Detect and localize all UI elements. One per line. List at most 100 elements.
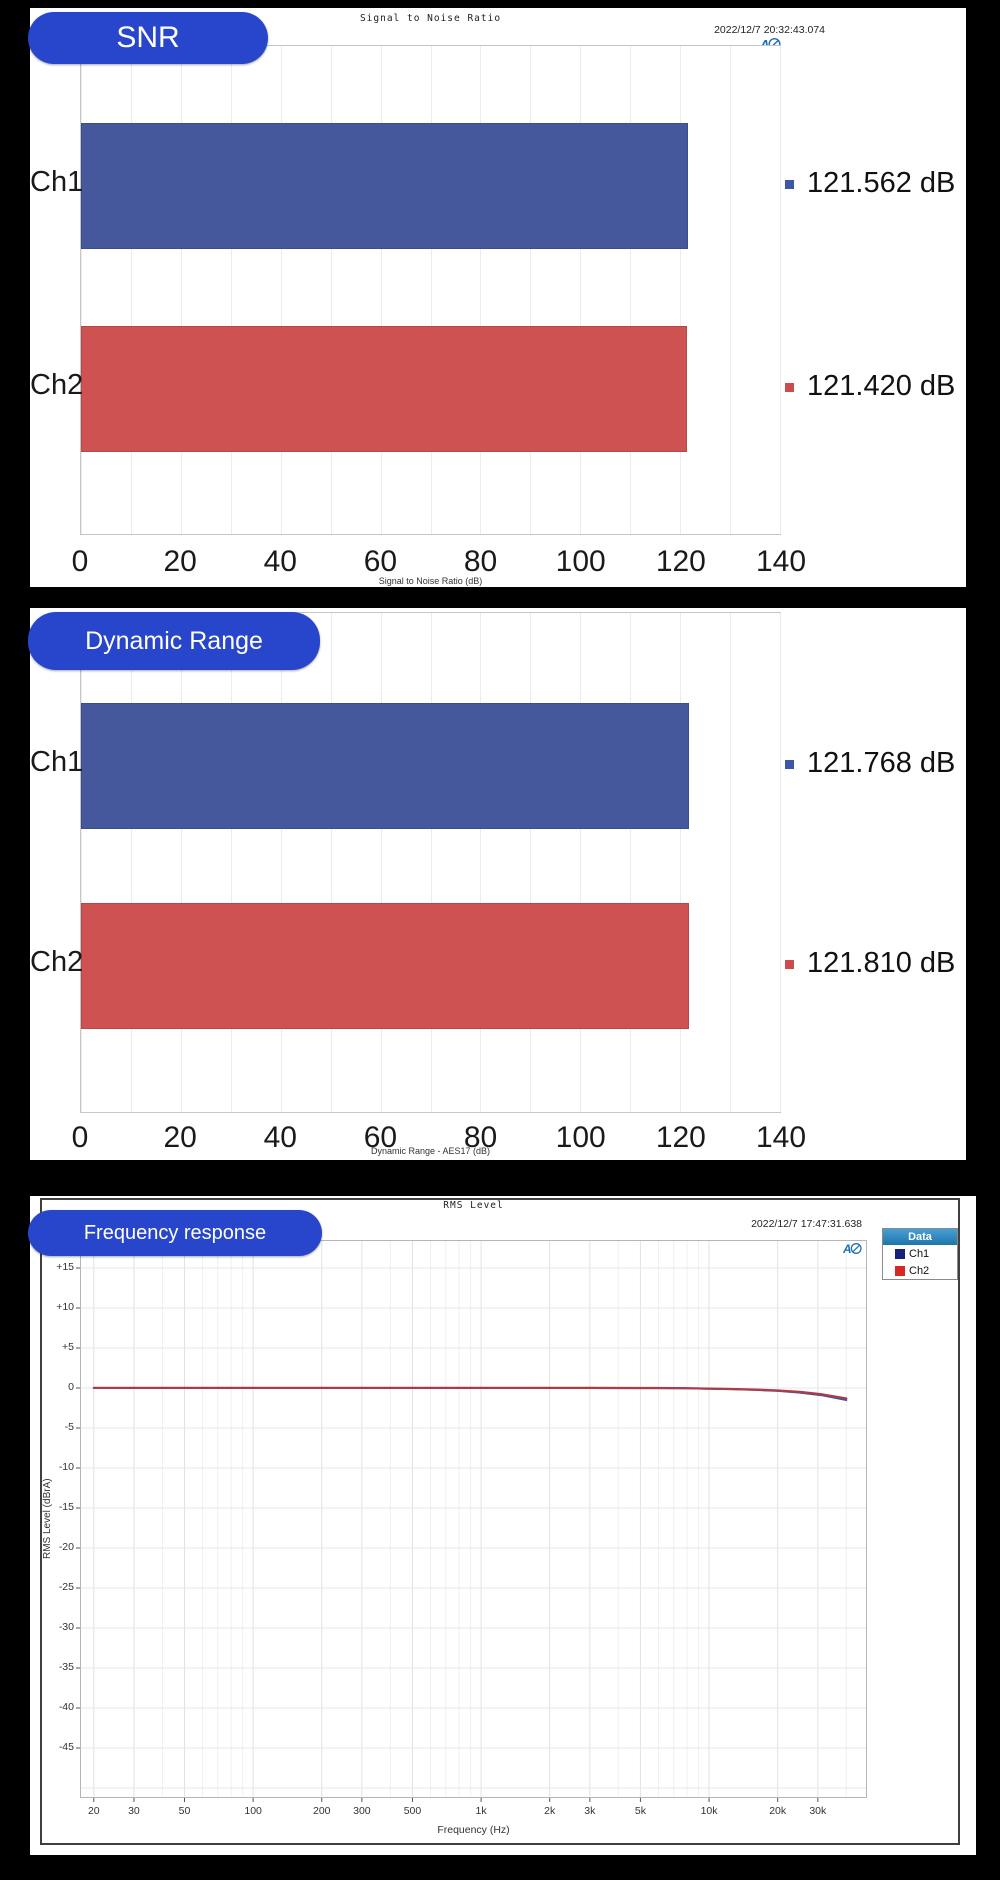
x-tick-label: 40 (263, 545, 297, 578)
x-tick-label: 60 (363, 545, 398, 578)
legend-label: Ch2 (909, 1264, 930, 1277)
y-tick-label: -30 (58, 1621, 74, 1633)
value-marker (785, 960, 794, 970)
legend-item-ch1: Ch1 (883, 1245, 957, 1262)
x-tick-label: 2k (544, 1805, 556, 1817)
chart-title: RMS Level (443, 1200, 504, 1211)
bar-ch2 (81, 903, 690, 1030)
value-marker (785, 383, 794, 392)
gridline (81, 46, 82, 534)
x-tick-label: 30k (809, 1805, 827, 1817)
legend-header: Data (883, 1229, 957, 1245)
ap-logo: A (842, 1241, 863, 1261)
gridline (281, 613, 282, 1112)
value-label: 121.420 dB (807, 370, 956, 402)
bar-ch1 (81, 702, 689, 829)
x-axis-title: Signal to Noise Ratio (dB) (378, 576, 483, 586)
gridline (231, 613, 232, 1112)
y-tick-label: 0 (68, 1381, 74, 1393)
y-tick-label: +15 (56, 1261, 74, 1273)
x-tick-label: 100 (555, 1121, 606, 1154)
y-tick-label: -40 (58, 1701, 74, 1713)
svg-text:A: A (843, 1242, 852, 1256)
legend-swatch (895, 1248, 905, 1259)
x-tick-label: 0 (71, 1121, 89, 1154)
gridline (81, 613, 82, 1112)
x-tick-label: 20 (163, 545, 197, 578)
frequency-response-badge: Frequency response (28, 1210, 322, 1256)
y-tick-label: +10 (56, 1301, 74, 1313)
gridline (630, 613, 631, 1112)
x-axis-title: Frequency (Hz) (437, 1824, 510, 1836)
badge-label: Dynamic Range (85, 626, 263, 655)
curve-ch2 (92, 1386, 848, 1400)
gridline (431, 613, 432, 1112)
y-tick-label: -5 (64, 1421, 74, 1433)
y-tick-label: -45 (58, 1741, 74, 1753)
y-tick-label: -10 (58, 1461, 74, 1473)
gridline (181, 46, 182, 534)
value-label: 121.810 dB (807, 947, 956, 980)
x-tick-label: 20 (163, 1121, 197, 1154)
plot-border (80, 1240, 867, 1798)
gridline (381, 46, 382, 534)
category-label: Ch1 (30, 166, 84, 199)
gridline (131, 613, 132, 1112)
gridline (480, 613, 481, 1112)
gridline (580, 46, 581, 534)
legend-label: Ch1 (909, 1247, 930, 1260)
x-tick-label: 100 (244, 1805, 262, 1817)
x-tick-label: 60 (363, 1121, 398, 1154)
gridline (780, 613, 781, 1112)
x-tick-label: 140 (755, 545, 807, 578)
snr-panel: Signal to Noise Ratio 2022/12/7 20:32:43… (28, 8, 966, 587)
gridline (630, 46, 631, 534)
x-tick-label: 3k (584, 1805, 596, 1817)
gridline (331, 613, 332, 1112)
legend-items: Ch1 Ch2 (883, 1245, 957, 1279)
gridline (331, 46, 332, 534)
gridline (780, 46, 781, 534)
gridline (730, 46, 731, 534)
gridline (281, 46, 282, 534)
gridline (530, 46, 531, 534)
x-tick-label: 80 (463, 545, 498, 578)
gridline (231, 46, 232, 534)
x-tick-label: 10k (700, 1805, 718, 1817)
line-plot (76, 1240, 867, 1802)
legend: Data Ch1 Ch2 (882, 1228, 958, 1280)
y-tick-label: -15 (58, 1501, 74, 1513)
x-tick-label: 200 (312, 1805, 331, 1817)
timestamp: 2022/12/7 17:47:31.638 (751, 1218, 862, 1230)
x-tick-label: 20k (769, 1805, 787, 1817)
y-tick-label: -35 (58, 1661, 74, 1673)
value-label: 121.768 dB (807, 746, 956, 779)
category-label: Ch2 (30, 369, 84, 401)
chart-title: Signal to Noise Ratio (359, 13, 502, 24)
snr-badge: SNR (28, 12, 268, 64)
x-tick-label: 120 (655, 1121, 706, 1154)
gridline (181, 613, 182, 1112)
gridline (431, 46, 432, 534)
x-tick-label: 50 (178, 1805, 191, 1817)
x-axis-title: Dynamic Range - AES17 (dB) (370, 1146, 491, 1156)
y-tick-label: +5 (62, 1341, 74, 1353)
svg-text:A: A (760, 37, 769, 52)
x-tick-label: 20 (87, 1805, 100, 1817)
gridline (680, 613, 681, 1112)
x-tick-label: 500 (403, 1805, 422, 1817)
timestamp: 2022/12/7 20:32:43.074 (714, 24, 825, 36)
gridline (680, 46, 681, 534)
legend-swatch (895, 1265, 905, 1276)
dynamic-range-badge: Dynamic Range (28, 612, 320, 670)
x-tick-label: 30 (128, 1805, 140, 1817)
x-tick-label: 140 (755, 1121, 807, 1154)
x-tick-label: 0 (71, 545, 89, 578)
x-tick-label: 120 (655, 545, 706, 578)
y-tick-label: -20 (58, 1541, 74, 1553)
bar-ch1 (81, 123, 688, 250)
gridline (131, 46, 132, 534)
plot-area (80, 612, 781, 1113)
x-tick-label: 5k (634, 1805, 646, 1817)
gridline (730, 613, 731, 1112)
